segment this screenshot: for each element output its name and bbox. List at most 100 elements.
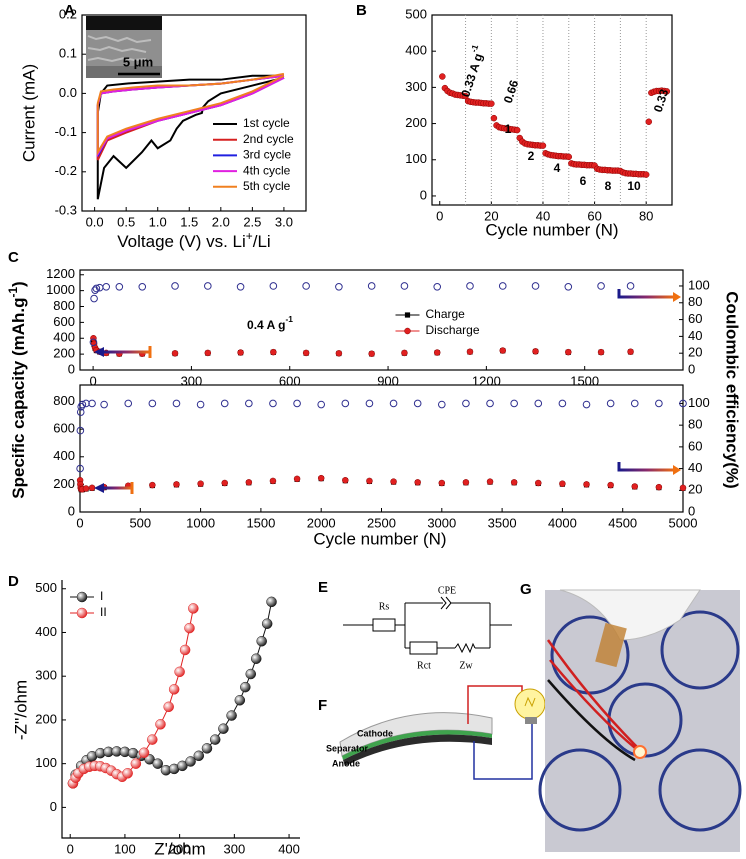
annotation: 4 [554,161,561,175]
data-point [510,399,518,408]
annotation: 10 [627,179,641,193]
data-point [532,348,539,355]
legend-marker [76,591,88,603]
x-tick-label: 20 [484,208,498,223]
panel-label: G [520,581,532,598]
x-axis-label: Cycle number (N) [485,220,618,239]
data-point [414,479,421,486]
annotation: 8 [605,179,612,193]
data-point [76,426,85,435]
data-point [565,153,573,161]
y-tick-label: 800 [53,298,75,313]
data-point [513,126,521,134]
data-point [149,481,156,489]
y-tick-label: 0 [50,799,57,814]
data-point [642,171,650,178]
label-part: -1 [469,43,481,53]
label-part: ) [9,281,28,287]
axis-arrow-head [94,483,104,493]
legend-label: 5th cycle [243,179,291,193]
data-point [266,596,277,608]
data-point [655,399,663,408]
x-tick-label: 2500 [367,515,396,530]
annotation: 0.33 A g-1 [455,43,488,99]
data-point [237,349,244,356]
legend-label: Discharge [426,323,480,337]
data-point [148,399,157,408]
data-point [204,349,212,357]
panel-label: D [8,573,19,590]
inset-texture [87,35,152,63]
x-axis-label: Voltage (V) vs. Li+/Li [117,229,270,251]
y-tick-label: -0.2 [55,163,77,178]
plot-frame [79,269,684,371]
data-point [138,283,147,291]
data-point [179,644,191,656]
resistor-rs [372,618,396,632]
data-point [413,399,422,408]
data-point [486,478,494,485]
data-point [317,400,326,409]
x-tick-label: 5000 [669,515,698,530]
data-point [597,348,605,356]
x-tick-label: 600 [279,373,301,388]
data-point [597,282,605,290]
data-point [490,114,498,122]
bulb-base [525,717,537,724]
data-point [168,684,180,695]
label-part: Voltage (V) vs. Li [117,232,246,251]
label-part: -1 [6,287,20,298]
panel-label: F [318,697,327,714]
data-point [559,480,566,487]
data-point [655,483,663,491]
data-point [218,723,229,734]
label-part: /Li [253,232,271,251]
data-point [147,734,158,745]
warburg [454,642,476,654]
data-point [499,347,507,354]
data-point [367,282,376,290]
label-part: -1 [286,314,294,324]
data-point [645,118,653,126]
x-tick-label: 0 [89,373,96,388]
data-point [607,481,614,489]
axis-line [61,580,300,839]
data-point [226,710,237,721]
annotation: 2 [528,149,535,163]
data-point [341,399,350,408]
data-point [88,399,96,408]
data-point [462,92,469,100]
y-axis-label: Current (mA) [19,64,38,162]
data-point [177,760,188,772]
y-tick-label: 0.2 [59,6,77,21]
axis-arrow [617,289,675,299]
bulb [514,688,546,720]
data-point [171,350,179,357]
data-point [88,484,96,492]
y-tick-label: 300 [405,79,427,94]
data-point [631,483,639,490]
y2-tick-label: 0 [688,361,695,376]
y2-tick-label: 40 [688,460,702,475]
y-tick-label: 1000 [46,282,75,297]
data-point [82,485,90,492]
x-tick-label: 900 [377,373,399,388]
data-point [438,400,446,409]
panel-label: B [356,2,367,19]
data-point [565,348,572,356]
stamp [550,615,630,695]
x-tick-label: 1200 [472,373,501,388]
data-point [245,399,253,408]
battery [339,685,546,780]
photo-wire [547,679,636,762]
data-point [510,479,518,486]
data-point [172,399,181,408]
data-point [250,653,262,664]
y-tick-label: 300 [35,668,57,683]
annotation: 0.33 [651,87,672,114]
data-point [234,695,246,706]
data-point [201,743,213,754]
data-point [124,399,133,408]
data-point [531,282,540,290]
data-point [439,73,446,80]
